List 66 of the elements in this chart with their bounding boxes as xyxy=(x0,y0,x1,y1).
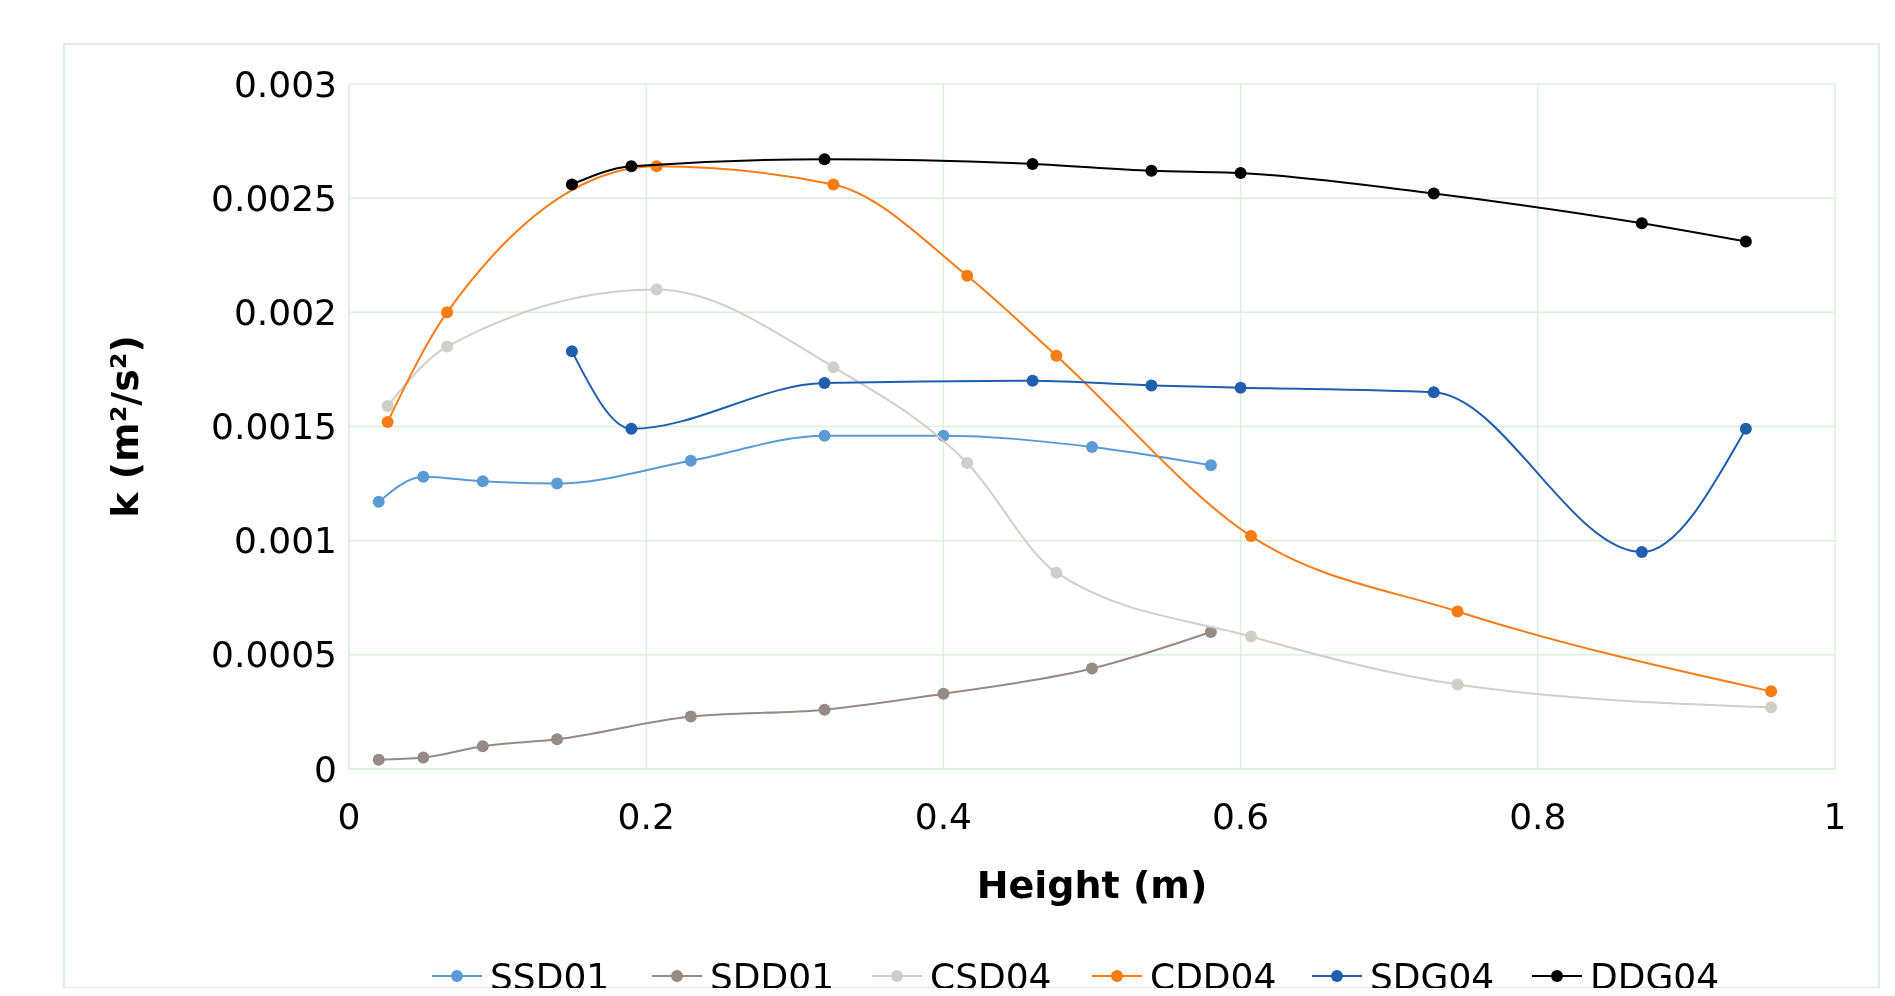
point xyxy=(1145,164,1158,177)
y-tick-label: 0.0015 xyxy=(211,406,337,448)
point xyxy=(565,345,578,358)
point xyxy=(372,495,385,508)
x-tick-label: 0.2 xyxy=(617,796,675,837)
point xyxy=(417,751,430,764)
point xyxy=(381,399,394,412)
x-tick-label: 1 xyxy=(1823,796,1847,837)
point xyxy=(441,340,454,353)
point xyxy=(1026,157,1039,170)
point xyxy=(818,429,831,442)
point xyxy=(476,475,489,488)
point xyxy=(818,153,831,166)
point xyxy=(961,457,974,470)
point xyxy=(1635,546,1648,559)
point xyxy=(1204,459,1217,472)
point xyxy=(1234,167,1247,180)
x-tick-label: 0.8 xyxy=(1509,796,1567,837)
point xyxy=(1451,605,1464,618)
point xyxy=(827,361,840,374)
point xyxy=(937,687,950,700)
y-tick-label: 0 xyxy=(314,748,337,790)
point xyxy=(1739,235,1752,248)
y-tick-label: 0.002 xyxy=(233,291,337,333)
point xyxy=(961,269,974,282)
point xyxy=(684,454,697,467)
point xyxy=(1234,381,1247,394)
point xyxy=(1765,685,1778,698)
point xyxy=(565,178,578,191)
point xyxy=(476,740,489,753)
point xyxy=(1451,678,1464,691)
point xyxy=(1635,217,1648,230)
x-tick-label: 0.6 xyxy=(1211,796,1270,837)
point xyxy=(1050,566,1063,579)
point xyxy=(650,283,663,296)
y-tick-label: 0.0005 xyxy=(211,634,337,676)
y-tick-label: 0.0025 xyxy=(211,177,337,219)
point xyxy=(1204,626,1217,638)
point xyxy=(381,415,394,428)
point xyxy=(684,710,697,723)
point xyxy=(1086,441,1098,454)
x-tick-label: 0.4 xyxy=(914,796,973,837)
point xyxy=(625,422,638,435)
point xyxy=(1765,701,1778,714)
point xyxy=(1427,386,1440,399)
x-axis-title: Height (m) xyxy=(976,863,1208,907)
point xyxy=(441,306,454,319)
point xyxy=(818,377,831,390)
point xyxy=(1026,374,1039,387)
y-axis-title: k (m²/s²) xyxy=(103,335,147,518)
point xyxy=(818,703,831,716)
point xyxy=(1086,662,1098,675)
point xyxy=(827,178,840,191)
point xyxy=(372,753,385,766)
point xyxy=(551,733,564,746)
point xyxy=(625,160,638,173)
y-tick-label: 0.001 xyxy=(233,520,337,562)
point xyxy=(417,470,430,483)
y-tick-label: 0.003 xyxy=(233,63,337,105)
point xyxy=(1050,349,1063,362)
point xyxy=(1739,422,1752,435)
point xyxy=(1145,379,1158,392)
point xyxy=(1427,187,1440,200)
point xyxy=(551,477,564,490)
point xyxy=(1245,530,1257,543)
point xyxy=(1245,630,1257,643)
